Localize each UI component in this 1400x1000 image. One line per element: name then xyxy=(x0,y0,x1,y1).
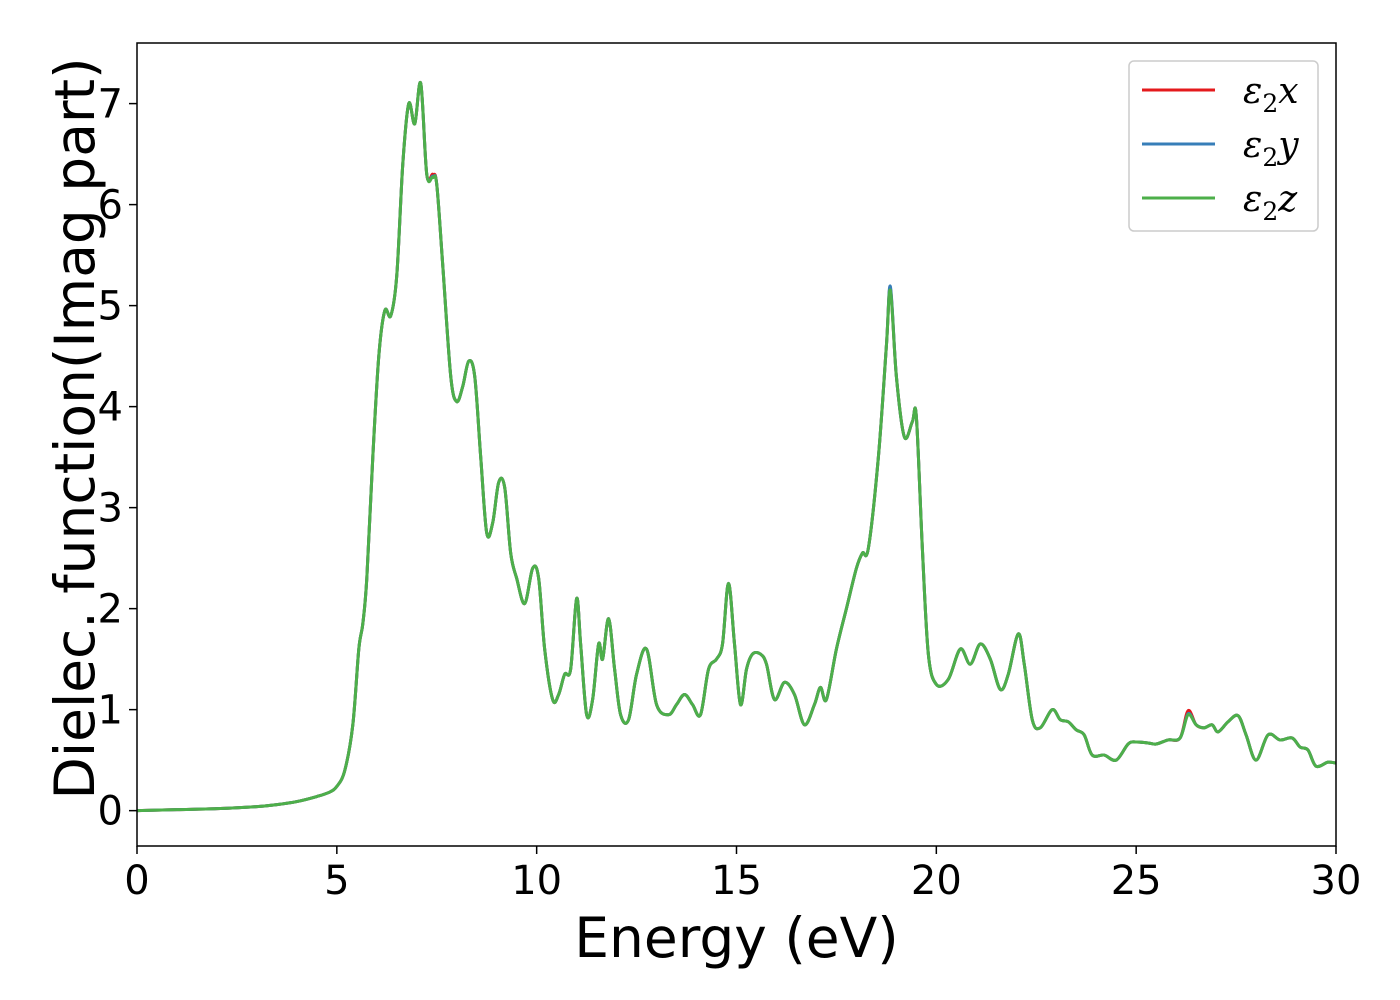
x-axis: 0 5 10 15 20 25 30 xyxy=(124,846,1361,904)
x-tick-label: 30 xyxy=(1311,858,1362,904)
y-tick-label: 5 xyxy=(98,284,123,330)
x-tick-label: 5 xyxy=(324,858,349,904)
y-tick-label: 1 xyxy=(98,688,123,734)
x-tick-label: 25 xyxy=(1111,858,1162,904)
legend-entry-z: ε2z xyxy=(1243,179,1298,226)
x-tick-label: 20 xyxy=(911,858,962,904)
y-tick-label: 6 xyxy=(98,183,123,229)
legend-entry-x: ε2x xyxy=(1243,71,1299,118)
y-axis-label: Dielec. function(Imag part) xyxy=(43,57,107,799)
x-tick-label: 15 xyxy=(711,858,762,904)
series-layer xyxy=(137,81,1336,813)
y-tick-label: 0 xyxy=(98,789,123,835)
x-tick-label: 0 xyxy=(124,858,149,904)
x-axis-label: Energy (eV) xyxy=(574,906,898,970)
y-tick-label: 7 xyxy=(98,82,123,128)
legend: ε2x ε2y ε2z xyxy=(1128,60,1319,232)
legend-box xyxy=(1128,60,1319,232)
y-axis: 0 1 2 3 4 5 6 7 xyxy=(98,82,137,835)
y-tick-label: 2 xyxy=(98,587,123,633)
x-tick-label: 10 xyxy=(511,858,562,904)
y-tick-label: 4 xyxy=(98,385,123,431)
y-tick-label: 3 xyxy=(98,486,123,532)
legend-entry-y: ε2y xyxy=(1243,125,1299,172)
series-line-z xyxy=(137,81,1336,813)
